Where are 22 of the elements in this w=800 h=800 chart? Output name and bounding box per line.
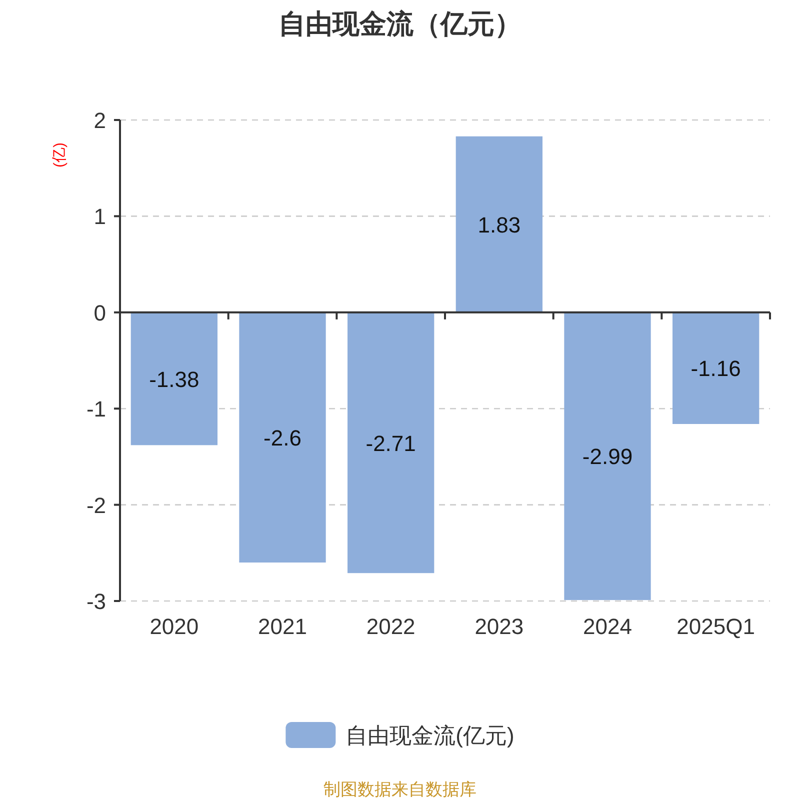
ylabel: (亿) [51,142,68,168]
data-label: -1.16 [690,356,741,382]
annotation: 制图数据来自数据库 [324,780,476,799]
xtick-label: 2023 [474,614,524,639]
ytick-label: -3 [86,589,106,614]
data-label: -2.71 [366,430,416,456]
ytick-label: -1 [86,396,106,422]
xtick-label: 2020 [150,614,199,639]
data-label: -2.99 [582,444,633,470]
ytick-label: -2 [86,492,106,518]
legend-label: 自由现金流(亿元) [346,723,514,748]
data-label: -2.6 [264,425,302,450]
ytick-label: 2 [94,108,106,133]
data-label: 1.83 [478,212,521,238]
data-label: -1.38 [149,366,200,392]
ytick-label: 1 [94,204,106,230]
xtick-label: 2024 [583,614,632,639]
ytick-label: 0 [94,300,106,326]
xtick-label: 2022 [366,614,416,639]
title: 自由现金流（亿元） [278,9,522,39]
xtick-label: 2021 [258,614,307,639]
xtick-label: 2025Q1 [676,614,755,639]
